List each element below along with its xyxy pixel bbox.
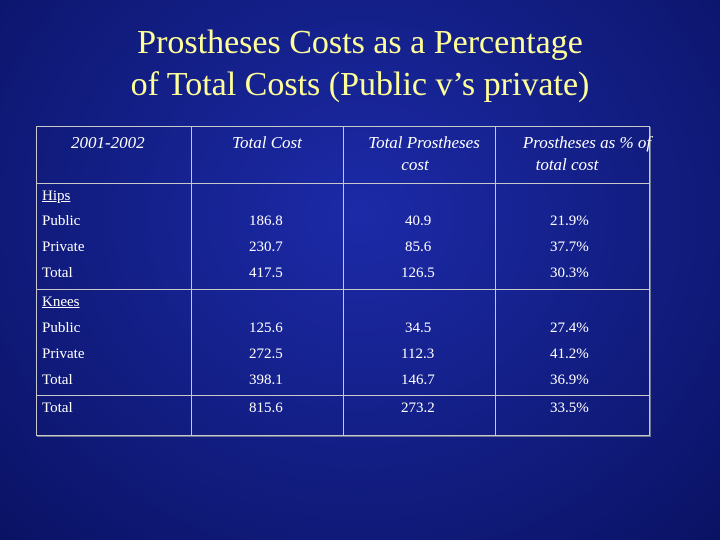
percent-cell: 33.5% xyxy=(550,400,589,416)
total-cost-cell: 272.5 xyxy=(249,346,283,362)
row-label: Public xyxy=(42,213,81,229)
group-divider xyxy=(37,289,649,290)
column-divider xyxy=(191,127,192,435)
column-divider xyxy=(343,127,344,435)
total-cost-cell: 186.8 xyxy=(249,213,283,229)
header-prostheses-percent-line-2: total cost xyxy=(535,155,599,174)
header-prostheses-cost-line-1: Total Prostheses xyxy=(368,133,480,152)
row-label: Total xyxy=(42,265,73,281)
row-label: Private xyxy=(42,346,85,362)
header-divider xyxy=(37,183,649,184)
percent-cell: 30.3% xyxy=(550,265,589,281)
slide-title: Prostheses Costs as a Percentage of Tota… xyxy=(0,22,720,106)
prostheses-cost-cell: 34.5 xyxy=(405,320,432,336)
total-cost-cell: 398.1 xyxy=(249,372,283,388)
header-prostheses-percent-line-1: Prostheses as % of xyxy=(522,133,652,152)
prostheses-cost-cell: 126.5 xyxy=(401,265,435,281)
total-cost-cell: 815.6 xyxy=(249,400,283,416)
group-label-hips: Hips xyxy=(42,188,71,204)
total-cost-cell: 417.5 xyxy=(249,265,283,281)
row-label: Total xyxy=(42,400,73,416)
group-label-knees: Knees xyxy=(42,294,80,310)
total-cost-cell: 125.6 xyxy=(249,320,283,336)
prostheses-cost-cell: 112.3 xyxy=(401,346,435,362)
slide-title-line-2: of Total Costs (Public v’s private) xyxy=(130,66,590,103)
header-prostheses-cost: Total Prostheses cost xyxy=(343,132,505,176)
prostheses-cost-cell: 273.2 xyxy=(401,400,435,416)
cost-table: 2001-2002 Total Cost Total Prostheses co… xyxy=(36,126,651,436)
row-label: Private xyxy=(42,239,85,255)
group-divider xyxy=(37,395,649,396)
row-label: Total xyxy=(42,372,73,388)
prostheses-cost-cell: 146.7 xyxy=(401,372,435,388)
percent-cell: 37.7% xyxy=(550,239,589,255)
percent-cell: 41.2% xyxy=(550,346,589,362)
column-divider xyxy=(495,127,496,435)
prostheses-cost-cell: 85.6 xyxy=(405,239,432,255)
total-cost-cell: 230.7 xyxy=(249,239,283,255)
prostheses-cost-cell: 40.9 xyxy=(405,213,432,229)
header-period: 2001-2002 xyxy=(71,133,145,152)
slide-title-line-1: Prostheses Costs as a Percentage xyxy=(137,24,583,61)
percent-cell: 21.9% xyxy=(550,213,589,229)
header-prostheses-percent: Prostheses as % of total cost xyxy=(507,132,667,176)
percent-cell: 36.9% xyxy=(550,372,589,388)
row-label: Public xyxy=(42,320,81,336)
header-total-cost: Total Cost xyxy=(232,133,302,152)
header-prostheses-cost-line-2: cost xyxy=(401,155,429,174)
percent-cell: 27.4% xyxy=(550,320,589,336)
